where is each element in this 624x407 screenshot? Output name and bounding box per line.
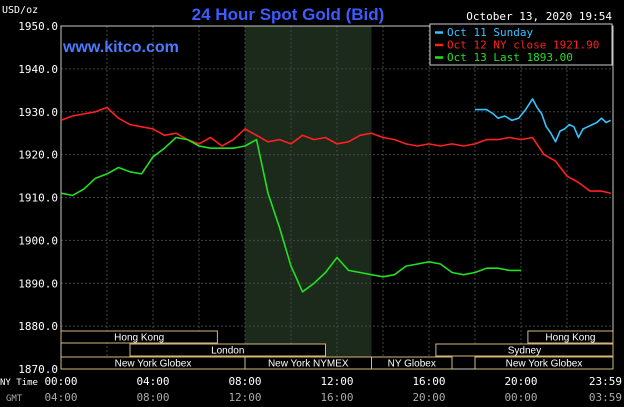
session-bar: London	[129, 343, 326, 357]
x-tick-label-ny: 20:00	[504, 375, 537, 388]
x-tick-label-gmt: 16:00	[320, 391, 353, 404]
session-box	[527, 330, 614, 344]
series-lines	[60, 98, 612, 293]
x-tick-labels: 00:00 04:00 04:00 08:00 08:00 12:00 12:00 16:00…	[44, 375, 622, 404]
website-label: www.kitco.com	[62, 39, 179, 56]
y-tick-label: 1890.0	[18, 277, 58, 290]
unit-label: USD/oz	[2, 5, 38, 16]
series-line-0	[475, 98, 612, 143]
y-tick-label: 1900.0	[18, 234, 58, 247]
y-tick-label: 1870.0	[18, 363, 58, 376]
market-sessions: Hong Kong Hong Kong London Sydney New York G…	[60, 330, 614, 370]
x-tick-label-ny: 16:00	[412, 375, 445, 388]
x-tick-label-gmt: 08:00	[136, 391, 169, 404]
y-tick-label: 1910.0	[18, 192, 58, 205]
x-tick-label-gmt: 12:00	[228, 391, 261, 404]
session-label: New York Globex	[115, 359, 192, 370]
session-bar: NY Globex	[371, 356, 453, 370]
legend-box	[429, 23, 613, 66]
session-label: London	[211, 346, 244, 357]
series-line-2	[60, 136, 521, 293]
gmt-row-label: GMT	[6, 394, 23, 404]
x-tick-label-gmt: 20:00	[412, 391, 445, 404]
session-box	[474, 356, 614, 370]
session-label: New York Globex	[506, 359, 583, 370]
y-tick-label: 1920.0	[18, 149, 58, 162]
legend-entry: Oct 13 Last 1893.00	[435, 51, 573, 64]
legend-label: Oct 13 Last 1893.00	[447, 51, 573, 64]
session-bar: New York NYMEX	[244, 356, 372, 370]
x-tick-label-ny: 08:00	[228, 375, 261, 388]
legend-label: Oct 12 NY close 1921.90	[447, 39, 599, 52]
x-tick-label-gmt: 00:00	[504, 391, 537, 404]
ny-time-row-label: NY Time	[0, 378, 38, 388]
session-label: Sydney	[508, 346, 541, 357]
y-tick-label: 1950.0	[18, 20, 58, 33]
series-line-1	[60, 106, 611, 194]
x-tick-label-ny: 23:59	[589, 375, 622, 388]
session-bar: Hong Kong	[60, 330, 218, 344]
session-box	[129, 343, 326, 357]
x-tick-label-ny: 04:00	[136, 375, 169, 388]
legend-entry: Oct 11 Sunday	[435, 26, 533, 39]
session-bar: Hong Kong	[527, 330, 614, 344]
y-tick-label: 1940.0	[18, 63, 58, 76]
x-tick-label-gmt: 03:59	[589, 391, 622, 404]
x-tick-label-ny: 00:00	[44, 375, 77, 388]
chart-title: 24 Hour Spot Gold (Bid)	[192, 5, 385, 24]
nymex-shade	[245, 26, 372, 369]
session-bar: New York Globex	[60, 356, 246, 370]
nymex-shaded-region	[245, 26, 372, 369]
session-box	[435, 343, 614, 357]
legend-label: Oct 11 Sunday	[447, 26, 533, 39]
x-tick-label-gmt: 04:00	[44, 391, 77, 404]
session-box	[60, 330, 218, 344]
y-tick-labels: 1950.0 1940.0 1930.0 1920.0 1910.0 1900.0 1890…	[18, 20, 58, 376]
session-label: Hong Kong	[114, 333, 164, 344]
y-tick-label: 1930.0	[18, 106, 58, 119]
y-tick-label: 1880.0	[18, 320, 58, 333]
session-label: Hong Kong	[545, 333, 595, 344]
session-bar: Sydney	[435, 343, 614, 357]
session-label: New York NYMEX	[268, 359, 349, 370]
session-bar: New York Globex	[474, 356, 614, 370]
session-box	[371, 356, 453, 370]
timestamp: October 13, 2020 19:54	[466, 10, 612, 23]
legend-entry: Oct 12 NY close 1921.90	[435, 39, 599, 52]
x-tick-label-ny: 12:00	[320, 375, 353, 388]
grid-lines	[61, 26, 613, 369]
session-label: NY Globex	[388, 359, 436, 370]
